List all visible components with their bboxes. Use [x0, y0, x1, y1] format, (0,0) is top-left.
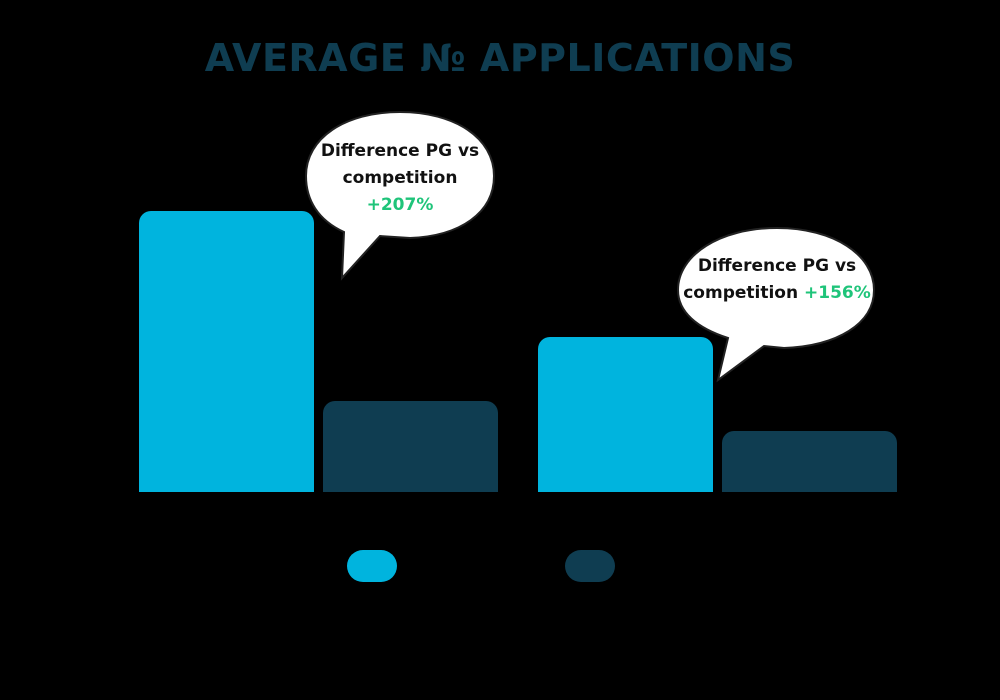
callout-text-1: Difference PG vs competition +207%: [300, 138, 500, 219]
callout-line2: competition: [342, 168, 458, 188]
legend-swatch-pg: [347, 550, 397, 582]
callout-text-2: Difference PG vs competition +156%: [672, 253, 882, 307]
callout-line2-row: competition +156%: [672, 280, 882, 307]
bar-group2-competition: [722, 431, 897, 492]
callout-bubble-2: Difference PG vs competition +156%: [672, 220, 882, 385]
bar-group1-pg: [139, 211, 314, 492]
bar-group1-competition: [323, 401, 498, 492]
callout-line1: Difference PG vs: [697, 256, 857, 276]
callout-value: +207%: [366, 195, 434, 215]
bar-group2-pg: [538, 337, 713, 492]
callout-line1: Difference PG vs: [320, 141, 480, 161]
speech-bubble-icon: [304, 110, 496, 281]
chart-title: AVERAGE № APPLICATIONS: [204, 36, 796, 80]
callout-value: +156%: [804, 283, 871, 303]
speech-bubble-icon: [676, 226, 876, 383]
callout-line2: competition: [683, 283, 799, 303]
callout-bubble-1: Difference PG vs competition +207%: [300, 108, 500, 283]
legend-swatch-competition: [565, 550, 615, 582]
